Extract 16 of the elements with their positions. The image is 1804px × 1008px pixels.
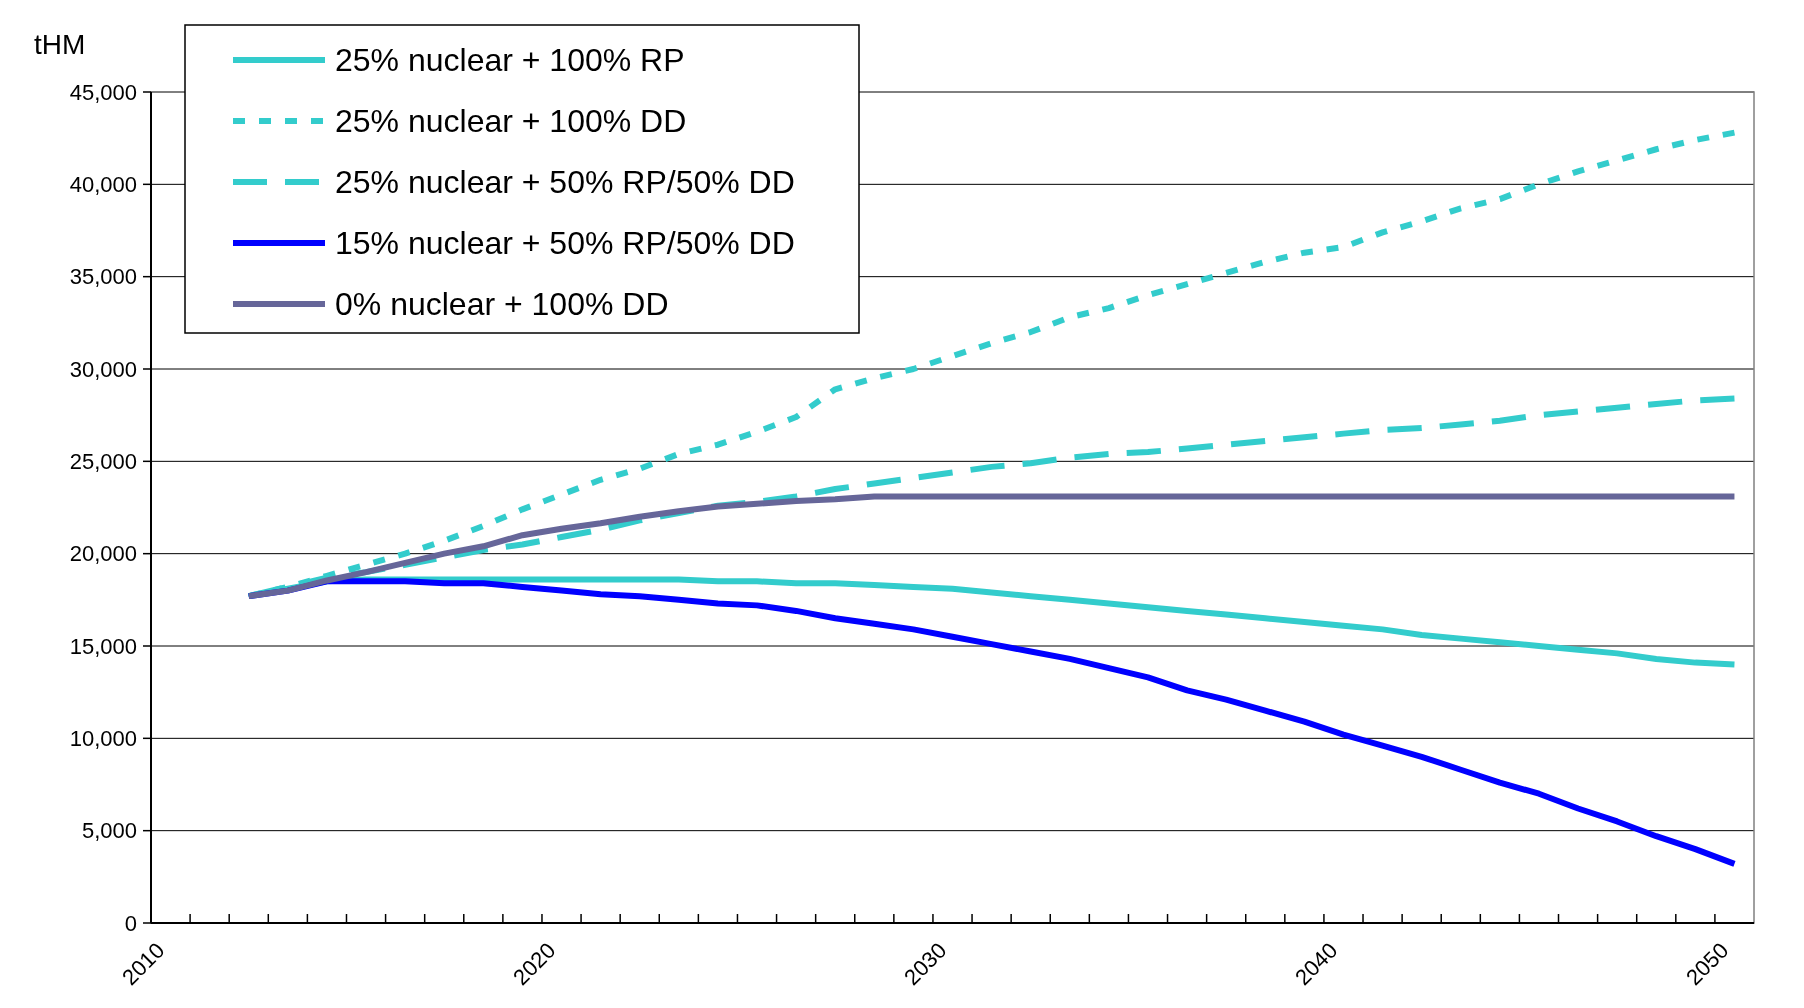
- y-tick-label: 0: [124, 910, 137, 936]
- y-tick-label: 25,000: [69, 449, 137, 475]
- legend-label: 0% nuclear + 100% DD: [335, 286, 669, 323]
- legend-label: 25% nuclear + 50% RP/50% DD: [335, 164, 795, 201]
- y-tick-label: 40,000: [69, 172, 137, 198]
- y-tick-label: 35,000: [69, 264, 137, 290]
- y-tick-label: 30,000: [69, 356, 137, 382]
- y-tick-label: 5,000: [81, 818, 137, 844]
- y-tick-label: 20,000: [69, 541, 137, 567]
- legend-label: 25% nuclear + 100% RP: [335, 42, 685, 79]
- y-axis-title: tHM: [34, 29, 86, 60]
- legend-label: 15% nuclear + 50% RP/50% DD: [335, 225, 795, 262]
- y-tick-label: 45,000: [69, 79, 137, 105]
- legend-label: 25% nuclear + 100% DD: [335, 103, 687, 140]
- y-tick-label: 10,000: [69, 726, 137, 752]
- y-tick-label: 15,000: [69, 633, 137, 659]
